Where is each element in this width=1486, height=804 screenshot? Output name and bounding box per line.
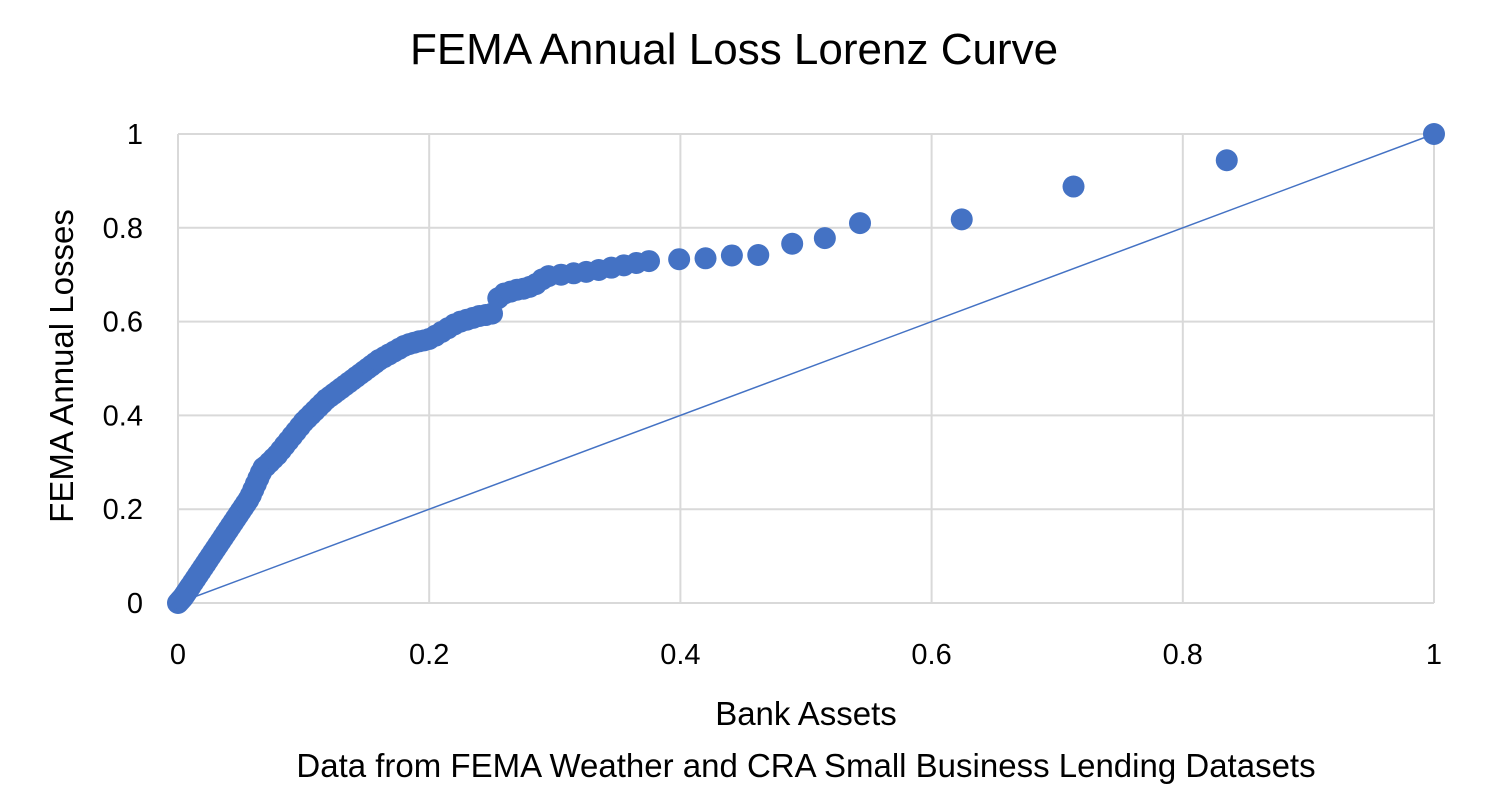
y-tick-label: 0.4 xyxy=(103,400,143,432)
data-point xyxy=(849,212,872,235)
x-tick-label: 0.8 xyxy=(1163,639,1203,671)
data-point xyxy=(668,248,691,271)
x-tick-labels: 0 0.2 0.4 0.6 0.8 1 xyxy=(170,639,1442,671)
data-point xyxy=(1215,149,1238,172)
data-point xyxy=(781,232,804,255)
x-tick-label: 0 xyxy=(170,639,186,671)
chart-caption: Data from FEMA Weather and CRA Small Bus… xyxy=(296,747,1315,784)
y-tick-label: 0.6 xyxy=(103,307,143,339)
y-tick-label: 0.8 xyxy=(103,213,143,245)
x-axis-label: Bank Assets xyxy=(715,695,897,732)
data-point xyxy=(813,227,836,250)
data-point xyxy=(694,247,717,270)
x-tick-label: 0.2 xyxy=(409,639,449,671)
axes xyxy=(177,134,1434,604)
data-point xyxy=(1062,175,1085,198)
x-tick-label: 1 xyxy=(1426,639,1442,671)
data-point xyxy=(1423,123,1445,145)
data-point xyxy=(638,250,660,273)
y-tick-label: 1 xyxy=(127,119,143,151)
y-tick-label: 0.2 xyxy=(103,494,143,526)
data-point xyxy=(950,208,973,231)
data-point xyxy=(720,244,743,267)
y-tick-labels: 0 0.2 0.4 0.6 0.8 1 xyxy=(103,119,143,620)
x-tick-label: 0.4 xyxy=(660,639,700,671)
equality-line-layer xyxy=(177,133,1435,604)
x-tick-label: 0.6 xyxy=(911,639,951,671)
chart-title: FEMA Annual Loss Lorenz Curve xyxy=(410,25,1058,74)
y-axis-label: FEMA Annual Losses xyxy=(43,209,80,523)
data-point xyxy=(747,244,770,267)
data-points xyxy=(167,123,1445,614)
gridlines xyxy=(178,133,1435,603)
equality-line xyxy=(177,133,1435,604)
y-tick-label: 0 xyxy=(127,588,143,620)
